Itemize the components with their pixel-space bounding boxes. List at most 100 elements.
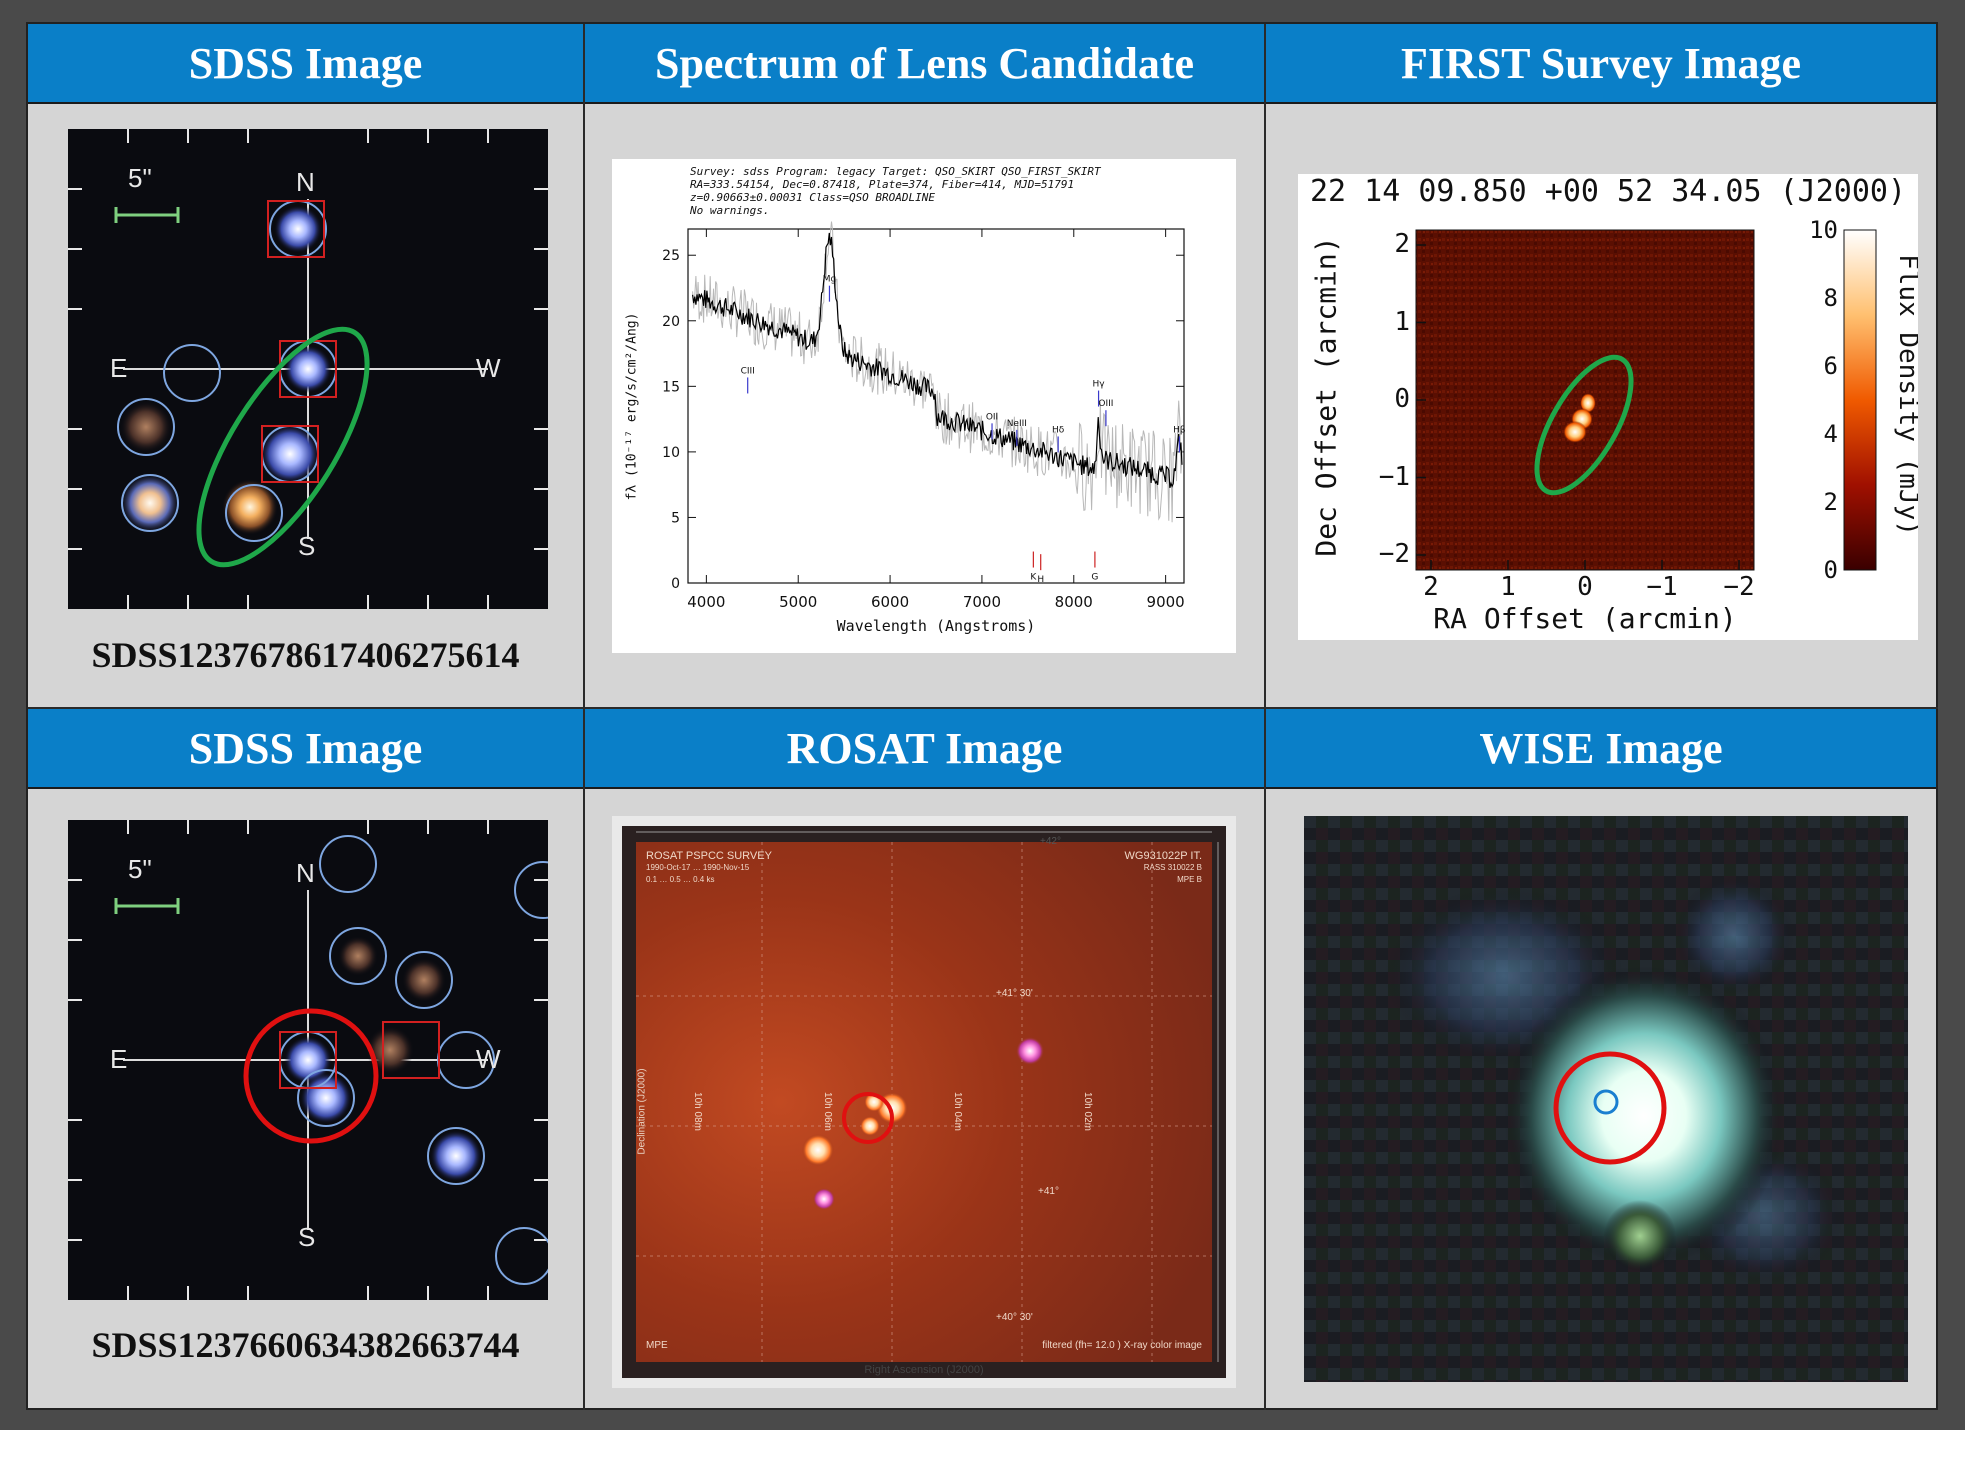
first-ytick-label: −1: [1378, 461, 1410, 492]
spectrum-xlabel: Wavelength (Angstroms): [836, 617, 1036, 635]
sdss-image-2: 5" N E W S: [68, 820, 548, 1300]
first-survey-image: 22 14 09.850 +00 52 34.05 (J2000): [1298, 174, 1918, 640]
first-ytick-label: 1: [1394, 306, 1410, 337]
y-tick-label: 0: [671, 576, 680, 592]
spectrum-noise-trace: [692, 221, 1183, 523]
rosat-image: ROSAT PSPCC SURVEY 1990-Oct-17 … 1990-No…: [612, 816, 1236, 1388]
spectrum-info-line: z=0.90663±0.00031 Class=QSO BROADLINE: [690, 191, 936, 204]
first-ytick-label: −2: [1378, 539, 1410, 569]
first-xtick-label: 1: [1500, 572, 1516, 602]
spectrum-info-line: No warnings.: [690, 204, 770, 217]
first-coordinates: 22 14 09.850 +00 52 34.05 (J2000): [1309, 174, 1907, 209]
rosat-field-sub: MPE B: [1177, 875, 1202, 884]
x-tick-label: 4000: [687, 593, 725, 611]
lens-ellipse: [1534, 354, 1634, 496]
rosat-footer-right: filtered (fh= 12.0 ) X-ray color image: [1042, 1340, 1202, 1351]
x-tick-label: 9000: [1147, 593, 1185, 611]
rosat-header-left: ROSAT PSPCC SURVEY 1990-Oct-17 … 1990-No…: [646, 850, 772, 886]
figure-frame: SDSS Image Spectrum of Lens Candidate FI…: [0, 0, 1965, 1430]
header-sdss-image-2: SDSS Image: [28, 709, 583, 789]
y-tick-label: 25: [662, 248, 680, 264]
y-tick-label: 10: [662, 445, 680, 461]
first-colorbar-label: Flux Density (mJy): [1893, 254, 1918, 536]
rosat-xray-map: [636, 842, 1212, 1362]
wise-image: [1304, 816, 1908, 1382]
rosat-grid-label: 10h 08m: [691, 1092, 703, 1131]
line-label: Hβ: [1173, 425, 1186, 435]
rosat-dec-label: Declination (J2000): [636, 1068, 648, 1155]
header-wise: WISE Image: [1266, 709, 1936, 789]
x-tick-label: 7000: [963, 593, 1001, 611]
row-divider: [28, 707, 1938, 709]
spectrum-ylabel: fλ (10⁻¹⁷ erg/s/cm²/Ang): [624, 312, 640, 501]
first-colorbar-tick-label: 4: [1823, 420, 1838, 448]
rosat-survey-title: ROSAT PSPCC SURVEY: [646, 850, 772, 862]
sdss-object-id-2: SDSS1237660634382663744: [91, 1325, 520, 1365]
colorbar: [1843, 229, 1877, 571]
spectrum-info-line: RA=333.54154, Dec=0.87418, Plate=374, Fi…: [690, 178, 1075, 191]
sdss-object-id-1: SDSS1237678617406275614: [91, 635, 520, 675]
line-label: Hδ: [1052, 425, 1065, 435]
first-xlabel: RA Offset (arcmin): [1433, 602, 1737, 635]
x-tick-label: 8000: [1055, 593, 1093, 611]
spectrum-plot: Survey: sdss Program: legacy Target: QSO…: [612, 159, 1236, 653]
rosat-grid-label: +41° 30': [996, 988, 1033, 999]
header-first-survey: FIRST Survey Image: [1266, 24, 1936, 104]
x-tick-label: 6000: [871, 593, 909, 611]
first-colorbar-tick-label: 8: [1823, 284, 1838, 312]
first-ytick-label: 2: [1394, 229, 1410, 259]
first-ylabel: Dec Offset (arcmin): [1309, 236, 1343, 557]
header-rosat: ROSAT Image: [585, 709, 1264, 789]
compass-north: N: [296, 167, 315, 197]
line-label: OII: [986, 412, 998, 422]
y-tick-label: 15: [662, 379, 680, 395]
rosat-footer-left: MPE: [646, 1340, 668, 1351]
position-marker: [1593, 1089, 1619, 1115]
rosat-grid-label: 10h 02m: [1081, 1092, 1093, 1131]
target-circle: [842, 1092, 894, 1144]
rosat-band: 0.1 … 0.5 … 0.4 ks: [646, 875, 715, 884]
first-colorbar-tick-label: 2: [1823, 488, 1838, 516]
y-tick-label: 5: [671, 510, 680, 526]
compass-north: N: [296, 858, 315, 888]
rosat-grid-label: 10h 06m: [821, 1092, 833, 1131]
line-label: NeIII: [1007, 419, 1027, 429]
target-circle: [1553, 1051, 1667, 1165]
rosat-field-sub: RASS 310022 B: [1143, 863, 1202, 872]
spectrum-info: Survey: sdss Program: legacy Target: QSO…: [690, 165, 1101, 217]
scale-label: 5": [128, 854, 152, 884]
figure-grid: SDSS Image Spectrum of Lens Candidate FI…: [26, 22, 1938, 1410]
line-label: G: [1091, 573, 1098, 583]
rosat-ra-label: Right Ascension (J2000): [864, 1364, 984, 1376]
header-spectrum: Spectrum of Lens Candidate: [585, 24, 1264, 104]
scale-label: 5": [128, 163, 152, 193]
rosat-grid-label: +40° 30': [996, 1312, 1033, 1323]
line-label: H: [1037, 575, 1044, 585]
rosat-grid-label: +42°: [1040, 836, 1061, 847]
first-colorbar-tick-label: 10: [1809, 216, 1838, 244]
sdss-image-1: 5" N E W S: [68, 129, 548, 609]
rosat-grid-label: 10h 04m: [951, 1092, 963, 1131]
line-label: OIII: [1098, 399, 1113, 409]
column-divider: [583, 24, 585, 1410]
first-xtick-label: −2: [1723, 572, 1755, 602]
rosat-field-id: WG931022P IT.: [1124, 850, 1202, 862]
first-xtick-label: 2: [1423, 572, 1439, 602]
header-sdss-image-1: SDSS Image: [28, 24, 583, 104]
compass-east: E: [110, 353, 128, 383]
line-label: CIII: [741, 366, 755, 376]
compass-east: E: [110, 1044, 128, 1074]
spectrum-axes-box: [687, 228, 1185, 584]
column-divider: [1264, 24, 1266, 1410]
first-xtick-label: −1: [1646, 572, 1678, 602]
spectrum-info-line: Survey: sdss Program: legacy Target: QSO…: [690, 165, 1101, 178]
first-ytick-label: 0: [1394, 384, 1410, 414]
compass-west: W: [476, 353, 501, 383]
compass-south: S: [298, 1222, 316, 1252]
rosat-grid-label: +41°: [1038, 1186, 1059, 1197]
compass-west: W: [476, 1044, 501, 1074]
line-label: Mg: [823, 275, 836, 285]
line-label: K: [1030, 573, 1037, 583]
rosat-date-range: 1990-Oct-17 … 1990-Nov-15: [646, 863, 750, 872]
spectrum-flux-trace: [692, 232, 1183, 488]
